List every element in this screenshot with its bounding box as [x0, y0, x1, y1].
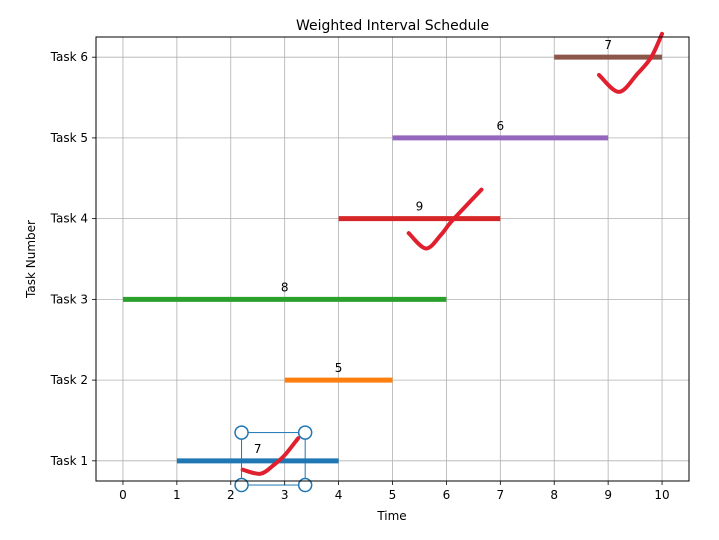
x-tick-label: 0	[119, 488, 127, 502]
selection-box[interactable]	[234, 425, 313, 493]
x-tick-label: 4	[335, 488, 343, 502]
y-tick-label: Task 3	[50, 292, 88, 306]
y-tick-label: Task 6	[50, 50, 88, 64]
checkmark-task-1	[240, 436, 301, 476]
axis-ticks: 0 1 2 3 4 5 6 7 8 9 10 Task 1 Task 2 Task 3 Task 4 Task…	[50, 50, 670, 502]
x-tick-label: 9	[604, 488, 612, 502]
x-tick-label: 1	[173, 488, 181, 502]
resize-handle-top-right[interactable]	[297, 425, 313, 440]
checkmark-annotations	[240, 31, 665, 476]
y-tick-label: Task 4	[50, 212, 88, 226]
y-tick-label: Task 2	[50, 373, 88, 387]
selection-rectangle[interactable]	[241, 432, 306, 486]
x-axis-label: Time	[376, 509, 406, 523]
x-tick-label: 2	[227, 488, 235, 502]
x-tick-label: 5	[389, 488, 397, 502]
x-tick-label: 7	[496, 488, 504, 502]
chart-title: Weighted Interval Schedule	[296, 18, 489, 34]
resize-handle-bottom-left[interactable]	[234, 477, 249, 493]
checkmark-task-6	[596, 31, 665, 94]
weight-label-task-3: 8	[281, 280, 289, 294]
weight-label-task-2: 5	[335, 361, 343, 375]
y-axis-label: Task Number	[24, 220, 38, 299]
x-tick-label: 3	[281, 488, 289, 502]
interval-bars	[122, 54, 663, 464]
resize-handle-top-left[interactable]	[234, 425, 249, 440]
checkmark-task-4	[406, 187, 484, 251]
weight-label-task-5: 6	[496, 119, 504, 133]
weight-labels: 7 5 8 9 6 7	[254, 38, 612, 456]
x-tick-label: 6	[443, 488, 451, 502]
y-tick-label: Task 1	[50, 454, 88, 468]
weight-label-task-6: 7	[604, 38, 612, 52]
x-tick-label: 10	[654, 488, 669, 502]
weight-label-task-1: 7	[254, 442, 262, 456]
y-tick-label: Task 5	[50, 131, 88, 145]
resize-handle-bottom-right[interactable]	[297, 477, 313, 493]
x-tick-label: 8	[550, 488, 558, 502]
weight-label-task-4: 9	[416, 200, 424, 214]
